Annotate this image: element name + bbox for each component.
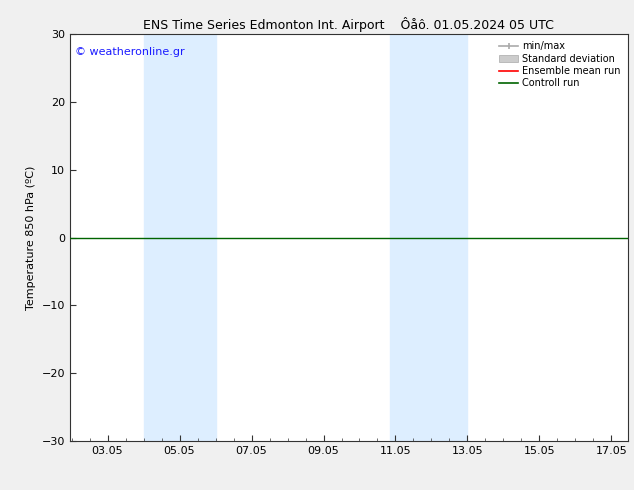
Text: © weatheronline.gr: © weatheronline.gr xyxy=(75,47,185,56)
Bar xyxy=(143,34,216,441)
Legend: min/max, Standard deviation, Ensemble mean run, Controll run: min/max, Standard deviation, Ensemble me… xyxy=(495,37,624,92)
Title: ENS Time Series Edmonton Int. Airport    Ôåô. 01.05.2024 05 UTC: ENS Time Series Edmonton Int. Airport Ôå… xyxy=(143,17,554,32)
Bar xyxy=(390,34,467,441)
Y-axis label: Temperature 850 hPa (ºC): Temperature 850 hPa (ºC) xyxy=(26,166,36,310)
